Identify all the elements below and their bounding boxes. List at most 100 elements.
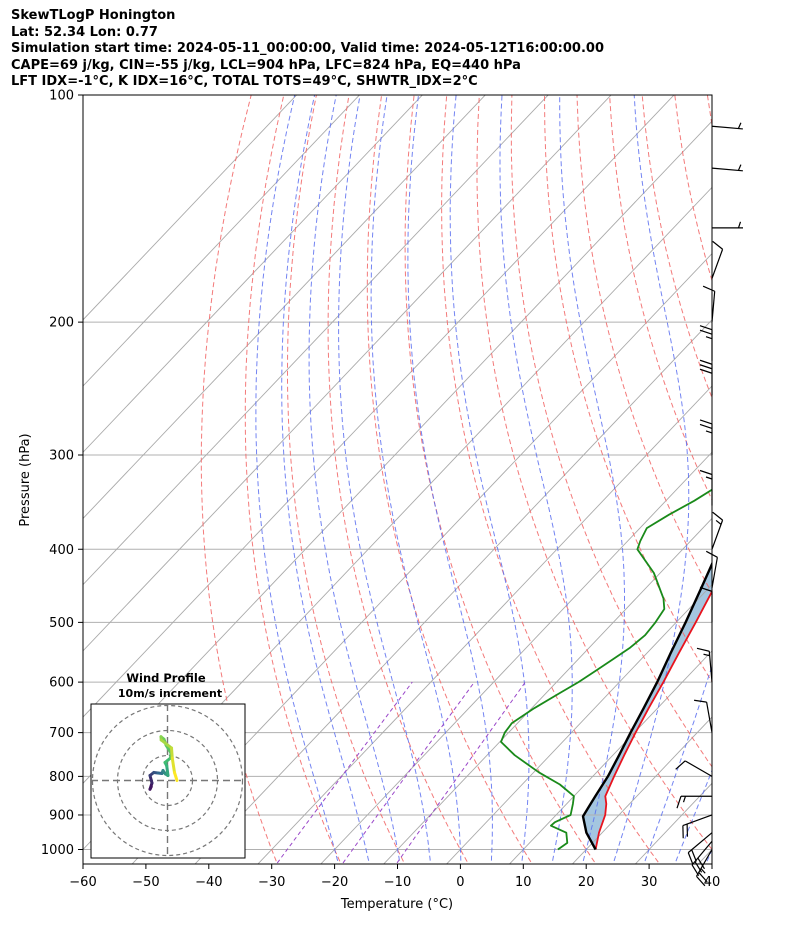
mixing-ratio-2 bbox=[395, 681, 526, 864]
barb-flag bbox=[676, 796, 682, 809]
barb-flag bbox=[699, 368, 713, 374]
moist-adiabat-5 bbox=[407, 95, 493, 864]
dry-adiabat-70 bbox=[576, 95, 712, 595]
moist-adiabat-15 bbox=[499, 95, 573, 864]
isotherm-10 bbox=[508, 650, 712, 864]
barb-staff bbox=[706, 701, 713, 733]
barb-staff bbox=[711, 125, 743, 130]
barb-staff bbox=[711, 557, 718, 588]
moist-adiabat--5 bbox=[338, 95, 432, 864]
mixing-ratio-1 bbox=[341, 681, 475, 864]
barb-flag bbox=[699, 469, 713, 476]
barb-staff bbox=[691, 840, 713, 866]
chart-header: SkewTLogP Honington Lat: 52.34 Lon: 0.77… bbox=[11, 8, 791, 91]
moist-adiabat--15 bbox=[281, 95, 370, 864]
hodograph-inset: Wind Profile 10m/s increment bbox=[90, 671, 246, 859]
mixing-ratio-lines bbox=[275, 681, 526, 864]
wind-barbs bbox=[675, 122, 743, 887]
moist-adiabat-20 bbox=[559, 95, 625, 864]
barb-flag bbox=[696, 647, 710, 652]
hodograph-segment bbox=[165, 764, 170, 777]
wind-barb bbox=[694, 699, 713, 733]
barb-flag bbox=[698, 872, 708, 883]
header-times: Simulation start time: 2024-05-11_00:00:… bbox=[11, 41, 604, 56]
dry-adiabat--30 bbox=[200, 95, 278, 864]
isotherm--50 bbox=[131, 252, 712, 864]
x-tick-label--50: −50 bbox=[132, 875, 159, 890]
moist-adiabat-10 bbox=[449, 95, 530, 864]
mixing-ratio-0.4 bbox=[275, 681, 413, 864]
isotherm--100 bbox=[83, 95, 549, 586]
isotherm--120 bbox=[83, 95, 423, 453]
dry-adiabat-90 bbox=[641, 95, 712, 400]
y-tick-label-700: 700 bbox=[49, 726, 74, 741]
barb-half-flag bbox=[682, 796, 687, 803]
wind-barb bbox=[699, 359, 713, 396]
barb-staff bbox=[687, 832, 713, 854]
barb-half-flag bbox=[715, 519, 722, 525]
isotherm--140 bbox=[83, 95, 298, 321]
barb-staff bbox=[711, 519, 724, 550]
barb-flag bbox=[699, 419, 713, 425]
x-tick-label--20: −20 bbox=[321, 875, 348, 890]
y-tick-label-200: 200 bbox=[49, 316, 74, 331]
wind-barb bbox=[711, 240, 724, 279]
header-stability-indices: CAPE=69 j/kg, CIN=-55 j/kg, LCL=904 hPa,… bbox=[11, 57, 521, 73]
y-axis: 100 200 300 400 500 600 700 800 900 1000 bbox=[41, 89, 83, 858]
wind-barb bbox=[695, 849, 713, 887]
barb-half-flag bbox=[703, 653, 710, 657]
barb-flag bbox=[699, 325, 713, 331]
wind-barb bbox=[675, 760, 713, 777]
isotherm-0 bbox=[446, 584, 712, 864]
isotherm--20 bbox=[320, 451, 712, 864]
moist-adiabat--10 bbox=[308, 95, 401, 864]
barb-flag bbox=[691, 864, 700, 877]
dry-adiabat--20 bbox=[244, 95, 342, 864]
barb-staff bbox=[711, 167, 743, 172]
wind-barb bbox=[711, 511, 724, 550]
barb-flag bbox=[694, 861, 703, 873]
y-tick-label-500: 500 bbox=[49, 616, 74, 631]
barb-flag bbox=[699, 423, 713, 430]
y-tick-label-100: 100 bbox=[49, 89, 74, 104]
barb-flag bbox=[702, 285, 715, 292]
hodograph-subtitle: 10m/s increment bbox=[118, 687, 222, 700]
x-tick-label-0: 0 bbox=[456, 875, 464, 890]
y-tick-label-600: 600 bbox=[49, 676, 74, 691]
hodograph-segment bbox=[159, 738, 173, 750]
wind-barb bbox=[711, 164, 743, 172]
barb-staff bbox=[711, 249, 724, 279]
barb-half-flag bbox=[737, 221, 742, 229]
barb-flag bbox=[712, 511, 723, 521]
hodograph-segment bbox=[170, 756, 176, 774]
barb-flag bbox=[687, 852, 694, 865]
barb-staff bbox=[684, 760, 713, 777]
header-location: Lat: 52.34 Lon: 0.77 bbox=[11, 24, 158, 40]
hodograph-plot bbox=[91, 704, 245, 858]
barb-flag bbox=[699, 586, 713, 592]
isotherm--30 bbox=[257, 385, 712, 864]
dry-adiabat-0 bbox=[327, 95, 470, 864]
wind-barb bbox=[712, 221, 743, 229]
x-tick-label-40: 40 bbox=[704, 875, 721, 890]
dry-adiabat-60 bbox=[544, 95, 712, 683]
barb-flag bbox=[697, 857, 705, 870]
moist-adiabat-25 bbox=[612, 95, 690, 864]
wind-barb bbox=[691, 840, 713, 877]
header-lifted-indices: LFT IDX=-1°C, K IDX=16°C, TOTAL TOTS=49°… bbox=[11, 74, 478, 89]
y-tick-label-300: 300 bbox=[49, 448, 74, 463]
dry-adiabat-10 bbox=[366, 95, 533, 864]
x-tick-label--10: −10 bbox=[384, 875, 411, 890]
wind-barb bbox=[711, 122, 743, 130]
y-tick-label-400: 400 bbox=[49, 543, 74, 558]
dry-adiabat-50 bbox=[510, 95, 712, 768]
hodograph-segment bbox=[170, 746, 174, 760]
hodograph-segment bbox=[173, 771, 179, 782]
wind-barb bbox=[699, 419, 713, 455]
barb-flag bbox=[699, 364, 713, 370]
dry-adiabat-110 bbox=[706, 95, 712, 128]
barb-half-flag bbox=[700, 868, 706, 874]
dry-adiabats bbox=[200, 95, 712, 864]
x-tick-label--60: −60 bbox=[69, 875, 96, 890]
parcel-line bbox=[581, 561, 712, 851]
